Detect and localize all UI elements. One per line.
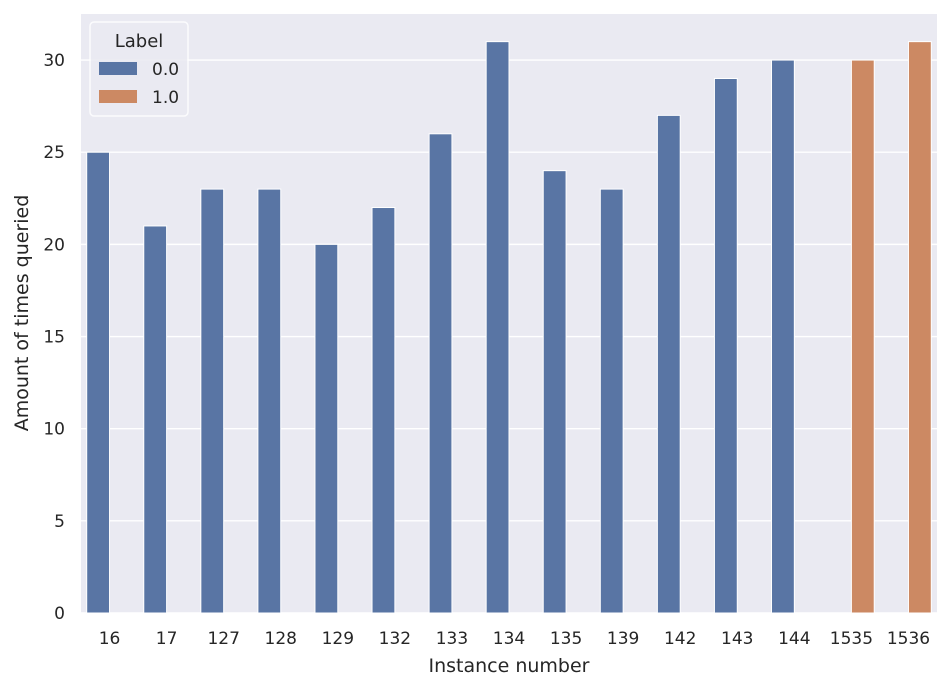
legend-swatch-0 <box>99 62 137 75</box>
legend-label-1: 1.0 <box>152 88 179 108</box>
x-tick-label: 142 <box>664 629 696 649</box>
bar-133-series-0.0 <box>428 133 453 614</box>
bar-134-series-0.0 <box>485 41 510 614</box>
y-axis-label: Amount of times queried <box>11 195 33 432</box>
bar-132-series-0.0 <box>371 207 396 614</box>
legend-swatch-1 <box>99 90 137 103</box>
x-tick-label: 133 <box>436 629 468 649</box>
x-tick-label: 132 <box>379 629 411 649</box>
legend-title: Label <box>115 31 164 52</box>
y-tick-label: 0 <box>54 604 65 624</box>
legend-label-0: 0.0 <box>152 60 179 80</box>
x-tick-label: 1536 <box>887 629 930 649</box>
legend: Label 0.0 1.0 <box>89 21 189 117</box>
x-tick-label: 127 <box>207 629 239 649</box>
x-tick-label: 135 <box>550 629 582 649</box>
x-tick-labels: 16 17 127 128 129 132 133 134 135 139 142 143 144 153… <box>99 629 930 649</box>
x-tick-label: 134 <box>493 629 525 649</box>
bar-127-series-0.0 <box>200 188 225 614</box>
x-axis-label: Instance number <box>428 655 589 677</box>
y-tick-label: 5 <box>54 512 65 532</box>
x-tick-label: 17 <box>156 629 178 649</box>
bar-1536-series-1.0 <box>907 41 932 614</box>
x-tick-label: 1535 <box>830 629 873 649</box>
bar-17-series-0.0 <box>143 225 168 614</box>
y-tick-label: 25 <box>43 143 65 163</box>
x-tick-label: 129 <box>322 629 354 649</box>
y-tick-label: 15 <box>43 328 65 348</box>
bar-143-series-0.0 <box>713 78 738 614</box>
x-tick-label: 139 <box>607 629 639 649</box>
y-tick-labels: 0 5 10 15 20 25 30 <box>43 51 65 624</box>
y-tick-label: 30 <box>43 51 65 71</box>
bars <box>86 41 932 614</box>
y-tick-label: 20 <box>43 235 65 255</box>
x-tick-label: 128 <box>265 629 297 649</box>
bar-135-series-0.0 <box>542 170 567 614</box>
bar-1535-series-1.0 <box>850 59 875 614</box>
x-tick-label: 16 <box>99 629 121 649</box>
bar-129-series-0.0 <box>314 243 339 614</box>
x-tick-label: 143 <box>721 629 753 649</box>
x-tick-label: 144 <box>778 629 810 649</box>
y-tick-label: 10 <box>43 420 65 440</box>
bar-128-series-0.0 <box>257 188 282 614</box>
bar-139-series-0.0 <box>599 188 624 614</box>
bar-142-series-0.0 <box>656 114 681 614</box>
bar-16-series-0.0 <box>86 151 111 614</box>
bar-144-series-0.0 <box>771 59 795 614</box>
